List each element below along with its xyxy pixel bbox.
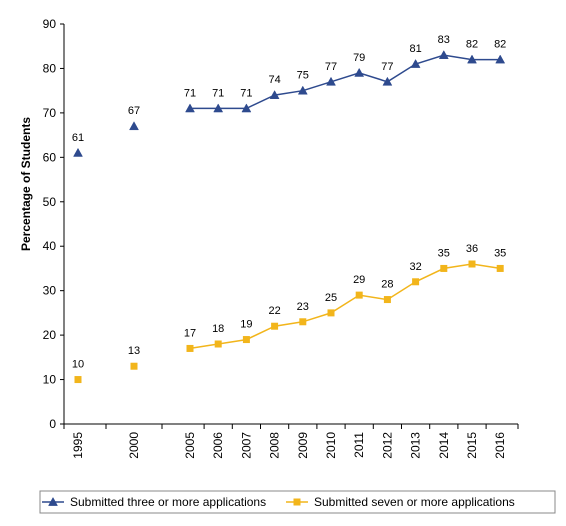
data-point xyxy=(299,318,307,326)
x-tick-label: 2011 xyxy=(352,432,366,458)
data-label: 17 xyxy=(184,327,196,339)
data-point xyxy=(271,322,279,330)
data-label: 71 xyxy=(212,87,224,99)
data-point xyxy=(412,278,420,286)
data-point xyxy=(355,291,363,299)
data-point xyxy=(495,54,506,64)
data-point xyxy=(496,264,504,272)
data-point xyxy=(327,309,335,317)
y-tick-label: 80 xyxy=(43,61,57,75)
y-tick-label: 10 xyxy=(43,373,57,387)
x-tick-label: 2009 xyxy=(296,432,310,459)
data-point xyxy=(410,58,421,68)
x-tick-label: 2014 xyxy=(437,432,451,459)
data-label: 18 xyxy=(212,323,224,335)
data-label: 81 xyxy=(409,43,421,55)
data-point xyxy=(354,67,365,77)
data-label: 75 xyxy=(297,70,309,82)
x-tick-label: 2013 xyxy=(409,432,423,459)
data-label: 22 xyxy=(268,305,280,317)
legend-marker xyxy=(48,496,58,506)
data-point xyxy=(467,54,477,64)
x-tick-label: 2005 xyxy=(183,432,197,459)
x-tick-label: 1995 xyxy=(71,432,85,459)
x-tick-label: 2000 xyxy=(127,432,141,459)
data-label: 29 xyxy=(353,274,365,286)
series-1: 61 67 71 71 71 74 75 77 79 77 81 83 82 82 xyxy=(72,34,506,157)
data-label: 36 xyxy=(466,243,478,255)
data-label: 82 xyxy=(494,39,506,51)
data-label: 19 xyxy=(240,319,252,331)
x-tick-label: 2015 xyxy=(465,432,479,459)
data-point xyxy=(468,260,476,268)
series-line xyxy=(189,263,501,350)
data-point xyxy=(242,336,250,344)
x-tick-label: 2007 xyxy=(239,432,253,459)
legend-marker xyxy=(293,498,301,506)
data-label: 77 xyxy=(325,61,337,73)
y-tick-label: 50 xyxy=(43,195,57,209)
data-point xyxy=(440,264,448,272)
data-point xyxy=(297,85,308,95)
data-point xyxy=(383,296,391,304)
data-point xyxy=(213,103,224,113)
data-label: 28 xyxy=(381,279,393,291)
data-point xyxy=(326,76,336,86)
y-axis-title: Percentage of Students xyxy=(19,117,33,251)
data-label: 35 xyxy=(494,247,506,259)
y-tick-label: 40 xyxy=(43,239,57,253)
y-tick-label: 70 xyxy=(43,106,57,120)
data-point xyxy=(185,103,195,113)
data-label: 61 xyxy=(72,132,84,144)
data-label: 13 xyxy=(128,345,140,357)
y-tick-label: 20 xyxy=(43,328,57,342)
series-layer: 61 67 71 71 71 74 75 77 79 77 81 83 82 82 10 13 17 18 19 22… xyxy=(72,34,506,384)
data-label: 67 xyxy=(128,105,140,117)
series-2: 10 13 17 18 19 22 23 25 29 28 32 35 36 35 xyxy=(72,243,506,384)
data-point xyxy=(130,362,138,370)
series-line xyxy=(190,54,501,110)
data-point xyxy=(214,340,222,348)
data-point xyxy=(74,376,82,384)
data-label: 32 xyxy=(409,261,421,273)
y-tick-label: 30 xyxy=(43,284,57,298)
x-tick-label: 2008 xyxy=(268,432,282,459)
data-label: 71 xyxy=(240,87,252,99)
data-label: 35 xyxy=(438,247,450,259)
data-point xyxy=(438,50,449,59)
y-tick-label: 60 xyxy=(43,150,57,164)
data-label: 25 xyxy=(325,292,337,304)
data-point xyxy=(269,90,280,99)
x-tick-label: 2006 xyxy=(211,432,225,459)
data-point xyxy=(129,121,139,131)
data-label: 71 xyxy=(184,87,196,99)
y-tick-label: 90 xyxy=(43,17,57,31)
x-axis: 1995 2000 2005 2006 2007 2008 2009 2010 2011 2012… xyxy=(63,423,519,459)
data-label: 83 xyxy=(438,34,450,46)
data-point xyxy=(382,76,393,86)
legend-item: Submitted seven or more applications xyxy=(286,495,515,509)
data-point xyxy=(73,147,83,157)
y-tick-label: 0 xyxy=(49,417,56,431)
data-label: 10 xyxy=(72,359,84,371)
data-label: 79 xyxy=(353,52,365,64)
data-label: 74 xyxy=(268,74,280,86)
legend: Submitted three or more applications Subm… xyxy=(39,490,556,514)
legend-label: Submitted three or more applications xyxy=(70,495,266,509)
x-tick-label: 2016 xyxy=(493,432,507,459)
data-label: 77 xyxy=(381,61,393,73)
data-point xyxy=(186,344,194,352)
y-axis: 0 10 20 30 40 50 60 70 80 90 xyxy=(43,17,65,431)
data-label: 82 xyxy=(466,39,478,51)
legend-item: Submitted three or more applications xyxy=(42,495,266,509)
data-label: 23 xyxy=(297,301,309,313)
x-tick-label: 2010 xyxy=(324,432,338,459)
legend-label: Submitted seven or more applications xyxy=(314,495,515,509)
x-tick-label: 2012 xyxy=(380,432,394,459)
data-point xyxy=(241,103,252,113)
